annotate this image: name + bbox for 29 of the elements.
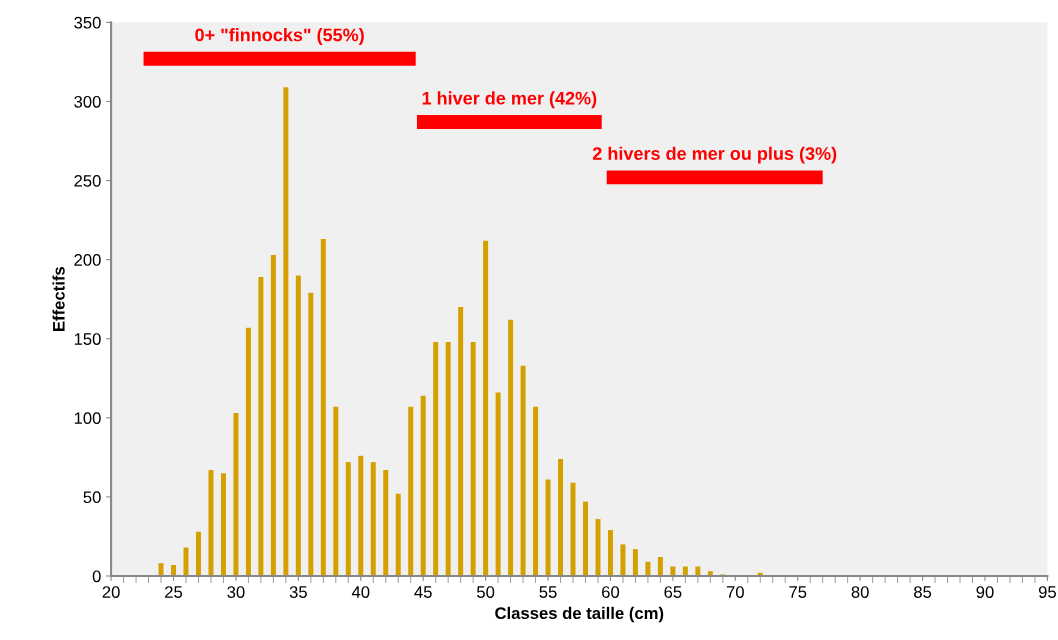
y-tick-label: 350 bbox=[74, 16, 101, 29]
y-axis-title: Effectifs bbox=[52, 267, 65, 331]
x-tick-label: 65 bbox=[664, 586, 682, 598]
x-tick-label: 35 bbox=[289, 586, 307, 598]
x-tick-label: 85 bbox=[914, 586, 932, 598]
x-tick-label: 60 bbox=[602, 586, 620, 598]
x-tick-label: 50 bbox=[477, 586, 495, 598]
x-axis-title: Classes de taille (cm) bbox=[495, 606, 664, 623]
y-tick-label: 200 bbox=[74, 254, 101, 266]
series-label: 0+ "finnocks" (55%) bbox=[195, 28, 364, 45]
x-tick-label: 55 bbox=[539, 586, 557, 598]
y-tick-label: 50 bbox=[83, 491, 101, 504]
y-tick-label: 150 bbox=[74, 333, 101, 345]
y-tick-label: 250 bbox=[74, 174, 101, 187]
x-tick-label: 20 bbox=[102, 586, 120, 598]
x-tick-label: 80 bbox=[851, 586, 869, 598]
x-tick-label: 70 bbox=[726, 586, 744, 598]
x-tick-label: 45 bbox=[414, 586, 432, 598]
x-tick-label: 40 bbox=[351, 586, 370, 598]
y-tick-label: 0 bbox=[92, 570, 101, 583]
x-tick-label: 90 bbox=[976, 586, 994, 598]
y-tick-label: 100 bbox=[74, 412, 101, 425]
x-tick-label: 25 bbox=[165, 586, 183, 598]
y-tick-label: 300 bbox=[74, 95, 101, 108]
series-label: 2 hivers de mer ou plus (3%) bbox=[592, 146, 837, 164]
series-label: 1 hiver de mer (42%) bbox=[422, 91, 597, 109]
x-tick-label: 30 bbox=[227, 586, 245, 598]
x-tick-label: 75 bbox=[789, 586, 807, 598]
x-tick-label: 95 bbox=[1038, 586, 1056, 598]
